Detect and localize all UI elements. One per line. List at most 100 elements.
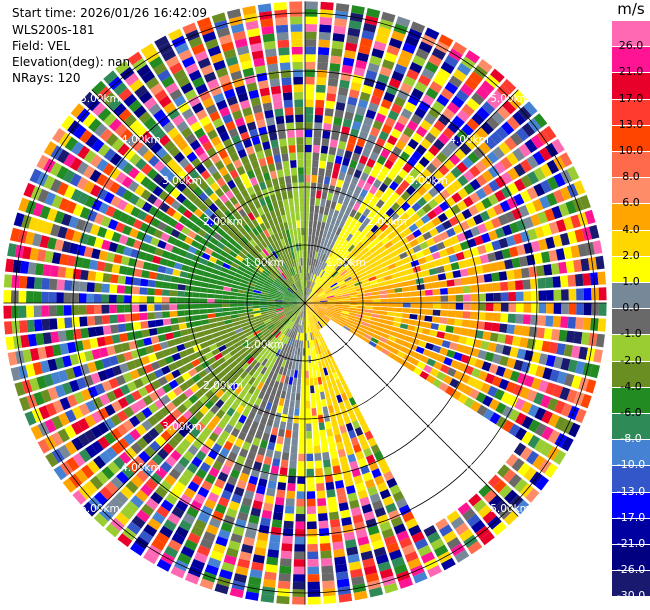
velocity-gate [142,395,154,406]
velocity-gate [327,358,333,367]
velocity-gate [477,244,487,255]
colorbar-cell [612,282,650,309]
velocity-gate [347,453,357,463]
velocity-gate [386,542,400,554]
velocity-gate [222,173,233,183]
velocity-gate [206,261,216,268]
velocity-gate [305,114,314,123]
velocity-gate [291,267,296,275]
velocity-gate [352,420,361,430]
velocity-gate [252,370,260,379]
velocity-gate [170,199,181,210]
velocity-gate [283,198,289,208]
velocity-gate [253,289,262,294]
velocity-gate [233,486,245,497]
velocity-gate [276,169,284,178]
velocity-gate [259,181,267,191]
velocity-gate [468,205,479,216]
velocity-gate [176,75,190,88]
velocity-gate [305,31,317,40]
velocity-gate [199,538,214,550]
velocity-gate [575,317,584,330]
velocity-gate [458,335,468,345]
velocity-gate [305,299,312,303]
velocity-gate [33,277,43,290]
velocity-gate [305,303,308,311]
velocity-gate [154,89,168,102]
velocity-gate [295,513,305,522]
velocity-gate [194,175,205,186]
velocity-gate [326,350,333,358]
velocity-gate [462,385,473,396]
velocity-gate [50,432,64,447]
velocity-gate [495,365,506,377]
velocity-gate [70,103,85,118]
velocity-gate [223,48,237,60]
velocity-gate [110,428,122,441]
velocity-gate [485,293,494,302]
velocity-gate [287,414,294,423]
velocity-gate [117,143,130,156]
velocity-gate [443,357,453,366]
velocity-gate [233,176,243,186]
velocity-gate [538,353,549,366]
velocity-gate [132,455,146,469]
velocity-gate [146,296,155,303]
velocity-gate [34,319,43,332]
velocity-gate [254,413,262,423]
velocity-gate [456,344,466,353]
velocity-gate [346,319,355,324]
velocity-gate [520,446,533,461]
velocity-gate [89,338,99,349]
velocity-gate [345,279,353,285]
velocity-gate [105,252,116,263]
velocity-gate [313,438,320,446]
velocity-gate [128,257,138,267]
velocity-gate [469,320,478,329]
velocity-gate [340,289,349,293]
velocity-gate [151,538,166,552]
velocity-gate [321,318,328,325]
velocity-gate [163,140,176,152]
velocity-gate [417,257,427,265]
velocity-gate [388,335,397,342]
velocity-gate [305,54,316,62]
velocity-gate [331,457,340,467]
velocity-gate [567,274,576,287]
velocity-gate [415,250,425,259]
velocity-gate [211,268,221,275]
velocity-gate [395,185,405,196]
velocity-gate [317,346,322,354]
velocity-gate [358,417,367,427]
velocity-gate [271,242,278,251]
velocity-gate [246,314,254,319]
velocity-gate [379,290,388,295]
velocity-gate [552,316,561,328]
velocity-gate [425,303,434,309]
velocity-gate [386,84,399,96]
velocity-gate [192,76,205,88]
velocity-gate [311,307,318,312]
velocity-gate [327,496,337,506]
velocity-gate [280,145,288,155]
velocity-gate [311,355,315,363]
velocity-gate [565,200,577,215]
velocity-gate [351,5,365,15]
velocity-gate [362,208,371,217]
velocity-gate [162,348,172,357]
velocity-gate [367,486,378,496]
velocity-gate [210,251,220,259]
velocity-gate [297,347,301,356]
velocity-gate [155,532,170,545]
velocity-gate [109,496,124,511]
velocity-gate [202,31,217,43]
range-ring-label: 4.00km [449,134,489,146]
velocity-gate [131,286,140,295]
velocity-gate [328,208,335,217]
velocity-gate [150,237,160,247]
velocity-gate [248,279,257,285]
velocity-gate [476,404,488,417]
range-ring-label: 2.00km [203,380,243,392]
velocity-gate [111,442,124,455]
velocity-gate [120,506,135,520]
